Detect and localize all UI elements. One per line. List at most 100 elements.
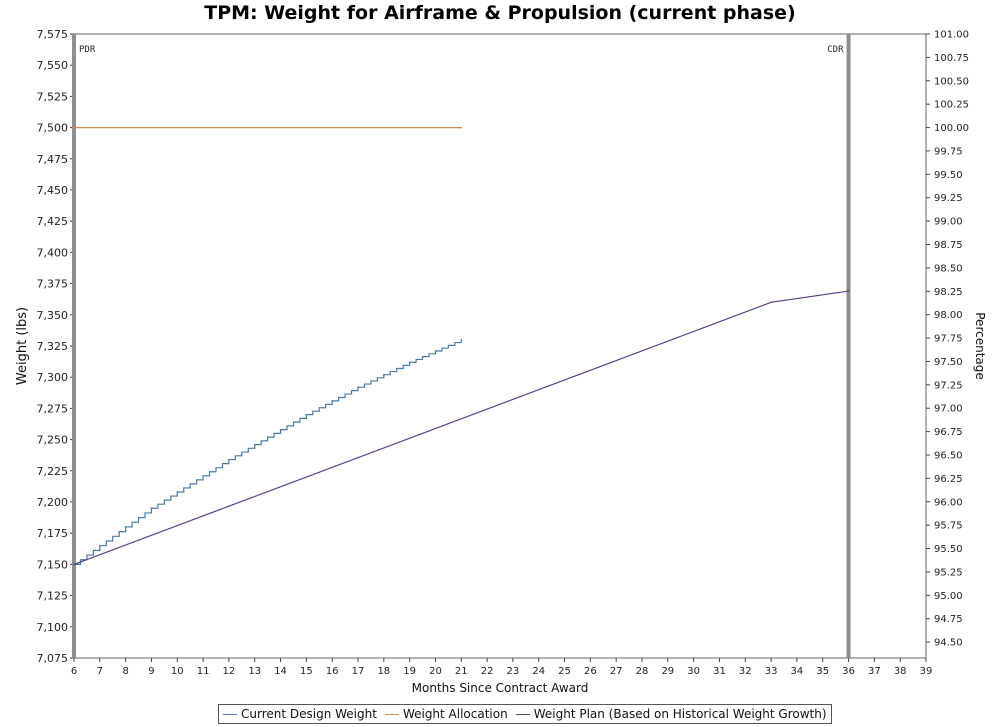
plot-frame <box>73 33 927 659</box>
x-tick-label: 34 <box>791 666 804 677</box>
marker-label-pdr: PDR <box>79 45 96 55</box>
y2-tick-label: 95.25 <box>934 567 963 578</box>
marker-label-cdr: CDR <box>827 45 844 55</box>
x-tick-label: 6 <box>71 666 77 677</box>
legend-item-current-design-weight: Current Design Weight <box>223 707 377 721</box>
y2-tick-label: 100.00 <box>934 123 969 134</box>
y2-tick-label: 95.00 <box>934 591 963 602</box>
series-point-current-design-weight <box>408 361 411 364</box>
x-tick-label: 31 <box>713 666 726 677</box>
y-tick-label: 7,300 <box>37 371 69 384</box>
x-tick-label: 29 <box>661 666 674 677</box>
y2-tick-label: 99.00 <box>934 217 963 228</box>
x-tick-label: 16 <box>326 666 339 677</box>
y-tick-label: 7,475 <box>37 153 69 166</box>
y2-tick-label: 100.75 <box>934 53 969 64</box>
legend-label-weight-allocation: Weight Allocation <box>402 707 508 721</box>
y-tick-label: 7,200 <box>37 496 69 509</box>
y2-tick-label: 98.75 <box>934 240 963 251</box>
series-point-weight-plan-based-on-historical-weight-growth <box>73 563 75 566</box>
x-tick-label: 21 <box>455 666 468 677</box>
x-tick-label: 33 <box>765 666 778 677</box>
series-point-current-design-weight <box>176 491 179 493</box>
y-tick-label: 7,525 <box>37 90 69 103</box>
x-tick-label: 17 <box>352 666 365 677</box>
x-tick-label: 35 <box>816 666 829 677</box>
y2-tick-label: 96.00 <box>934 497 963 508</box>
series-point-current-design-weight <box>357 386 359 388</box>
y2-tick-label: 97.50 <box>934 357 963 368</box>
y2-tick-label: 97.75 <box>934 334 963 345</box>
x-tick-label: 20 <box>429 666 442 677</box>
y2-axis-label: Percentage <box>973 312 987 380</box>
x-tick-label: 10 <box>171 666 184 677</box>
series-point-current-design-weight <box>460 338 463 341</box>
x-tick-label: 38 <box>894 666 907 677</box>
y2-tick-label: 97.25 <box>934 380 963 391</box>
y-tick-label: 7,350 <box>37 309 69 322</box>
x-tick-label: 11 <box>197 666 210 677</box>
x-axis-label: Months Since Contract Award <box>412 681 589 695</box>
series-point-weight-allocation <box>73 126 75 129</box>
y2-tick-label: 99.50 <box>934 170 963 181</box>
series-point-current-design-weight <box>279 428 282 431</box>
y-tick-label: 7,375 <box>37 278 69 291</box>
y-tick-label: 7,400 <box>37 246 69 259</box>
x-tick-label: 25 <box>558 666 571 677</box>
y2-tick-label: 98.00 <box>934 310 963 321</box>
x-tick-label: 23 <box>507 666 520 677</box>
y-tick-label: 7,250 <box>37 434 69 447</box>
series-point-weight-plan-based-on-historical-weight-growth <box>770 301 772 304</box>
y2-tick-label: 96.75 <box>934 427 963 438</box>
y2-tick-label: 94.75 <box>934 614 963 625</box>
series-point-current-design-weight <box>434 350 437 352</box>
x-tick-label: 9 <box>148 666 154 677</box>
y2-tick-label: 94.50 <box>934 638 963 649</box>
series-point-current-design-weight <box>253 443 256 446</box>
series-point-weight-plan-based-on-historical-weight-growth <box>847 290 850 292</box>
y2-tick-label: 101.00 <box>934 30 969 41</box>
y2-tick-label: 99.75 <box>934 146 963 157</box>
y-tick-label: 7,425 <box>37 215 69 228</box>
legend-label-weight-plan: Weight Plan (Based on Historical Weight … <box>533 707 827 721</box>
series-point-current-design-weight <box>305 413 308 416</box>
x-tick-label: 15 <box>300 666 313 677</box>
y2-tick-label: 100.50 <box>934 76 969 87</box>
y-tick-label: 7,175 <box>37 527 69 540</box>
x-tick-label: 8 <box>122 666 128 677</box>
series-point-current-design-weight <box>99 544 101 547</box>
y-tick-label: 7,325 <box>37 340 69 353</box>
y-tick-label: 7,550 <box>37 59 69 72</box>
x-tick-label: 28 <box>636 666 649 677</box>
y-tick-label: 7,225 <box>37 465 69 478</box>
x-tick-label: 18 <box>377 666 390 677</box>
y2-tick-label: 100.25 <box>934 100 969 111</box>
y-tick-label: 7,450 <box>37 184 69 197</box>
y-tick-label: 7,125 <box>37 590 69 603</box>
legend-swatch-weight-allocation <box>384 713 399 715</box>
x-tick-label: 22 <box>481 666 494 677</box>
x-tick-label: 39 <box>920 666 933 677</box>
y-tick-label: 7,500 <box>37 122 69 135</box>
y-tick-label: 7,075 <box>37 652 69 665</box>
legend: Current Design Weight Weight Allocation … <box>218 704 832 724</box>
x-tick-label: 12 <box>223 666 236 677</box>
x-tick-label: 32 <box>739 666 752 677</box>
y2-tick-label: 99.25 <box>934 193 963 204</box>
y-tick-label: 7,100 <box>37 621 69 634</box>
y2-tick-label: 97.00 <box>934 404 963 415</box>
y2-tick-label: 95.50 <box>934 544 963 555</box>
series-point-current-design-weight <box>331 400 333 402</box>
y-axis-label: Weight (lbs) <box>15 307 30 385</box>
x-tick-label: 37 <box>868 666 881 677</box>
x-tick-label: 19 <box>403 666 416 677</box>
chart-title: TPM: Weight for Airframe & Propulsion (c… <box>204 2 796 24</box>
y2-tick-label: 98.50 <box>934 263 963 274</box>
series-point-current-design-weight <box>202 474 204 477</box>
y-tick-label: 7,150 <box>37 558 69 571</box>
x-tick-label: 13 <box>248 666 261 677</box>
legend-label-current-design-weight: Current Design Weight <box>241 707 377 721</box>
legend-item-weight-plan: Weight Plan (Based on Historical Weight … <box>515 707 827 721</box>
series-point-current-design-weight <box>383 373 385 376</box>
